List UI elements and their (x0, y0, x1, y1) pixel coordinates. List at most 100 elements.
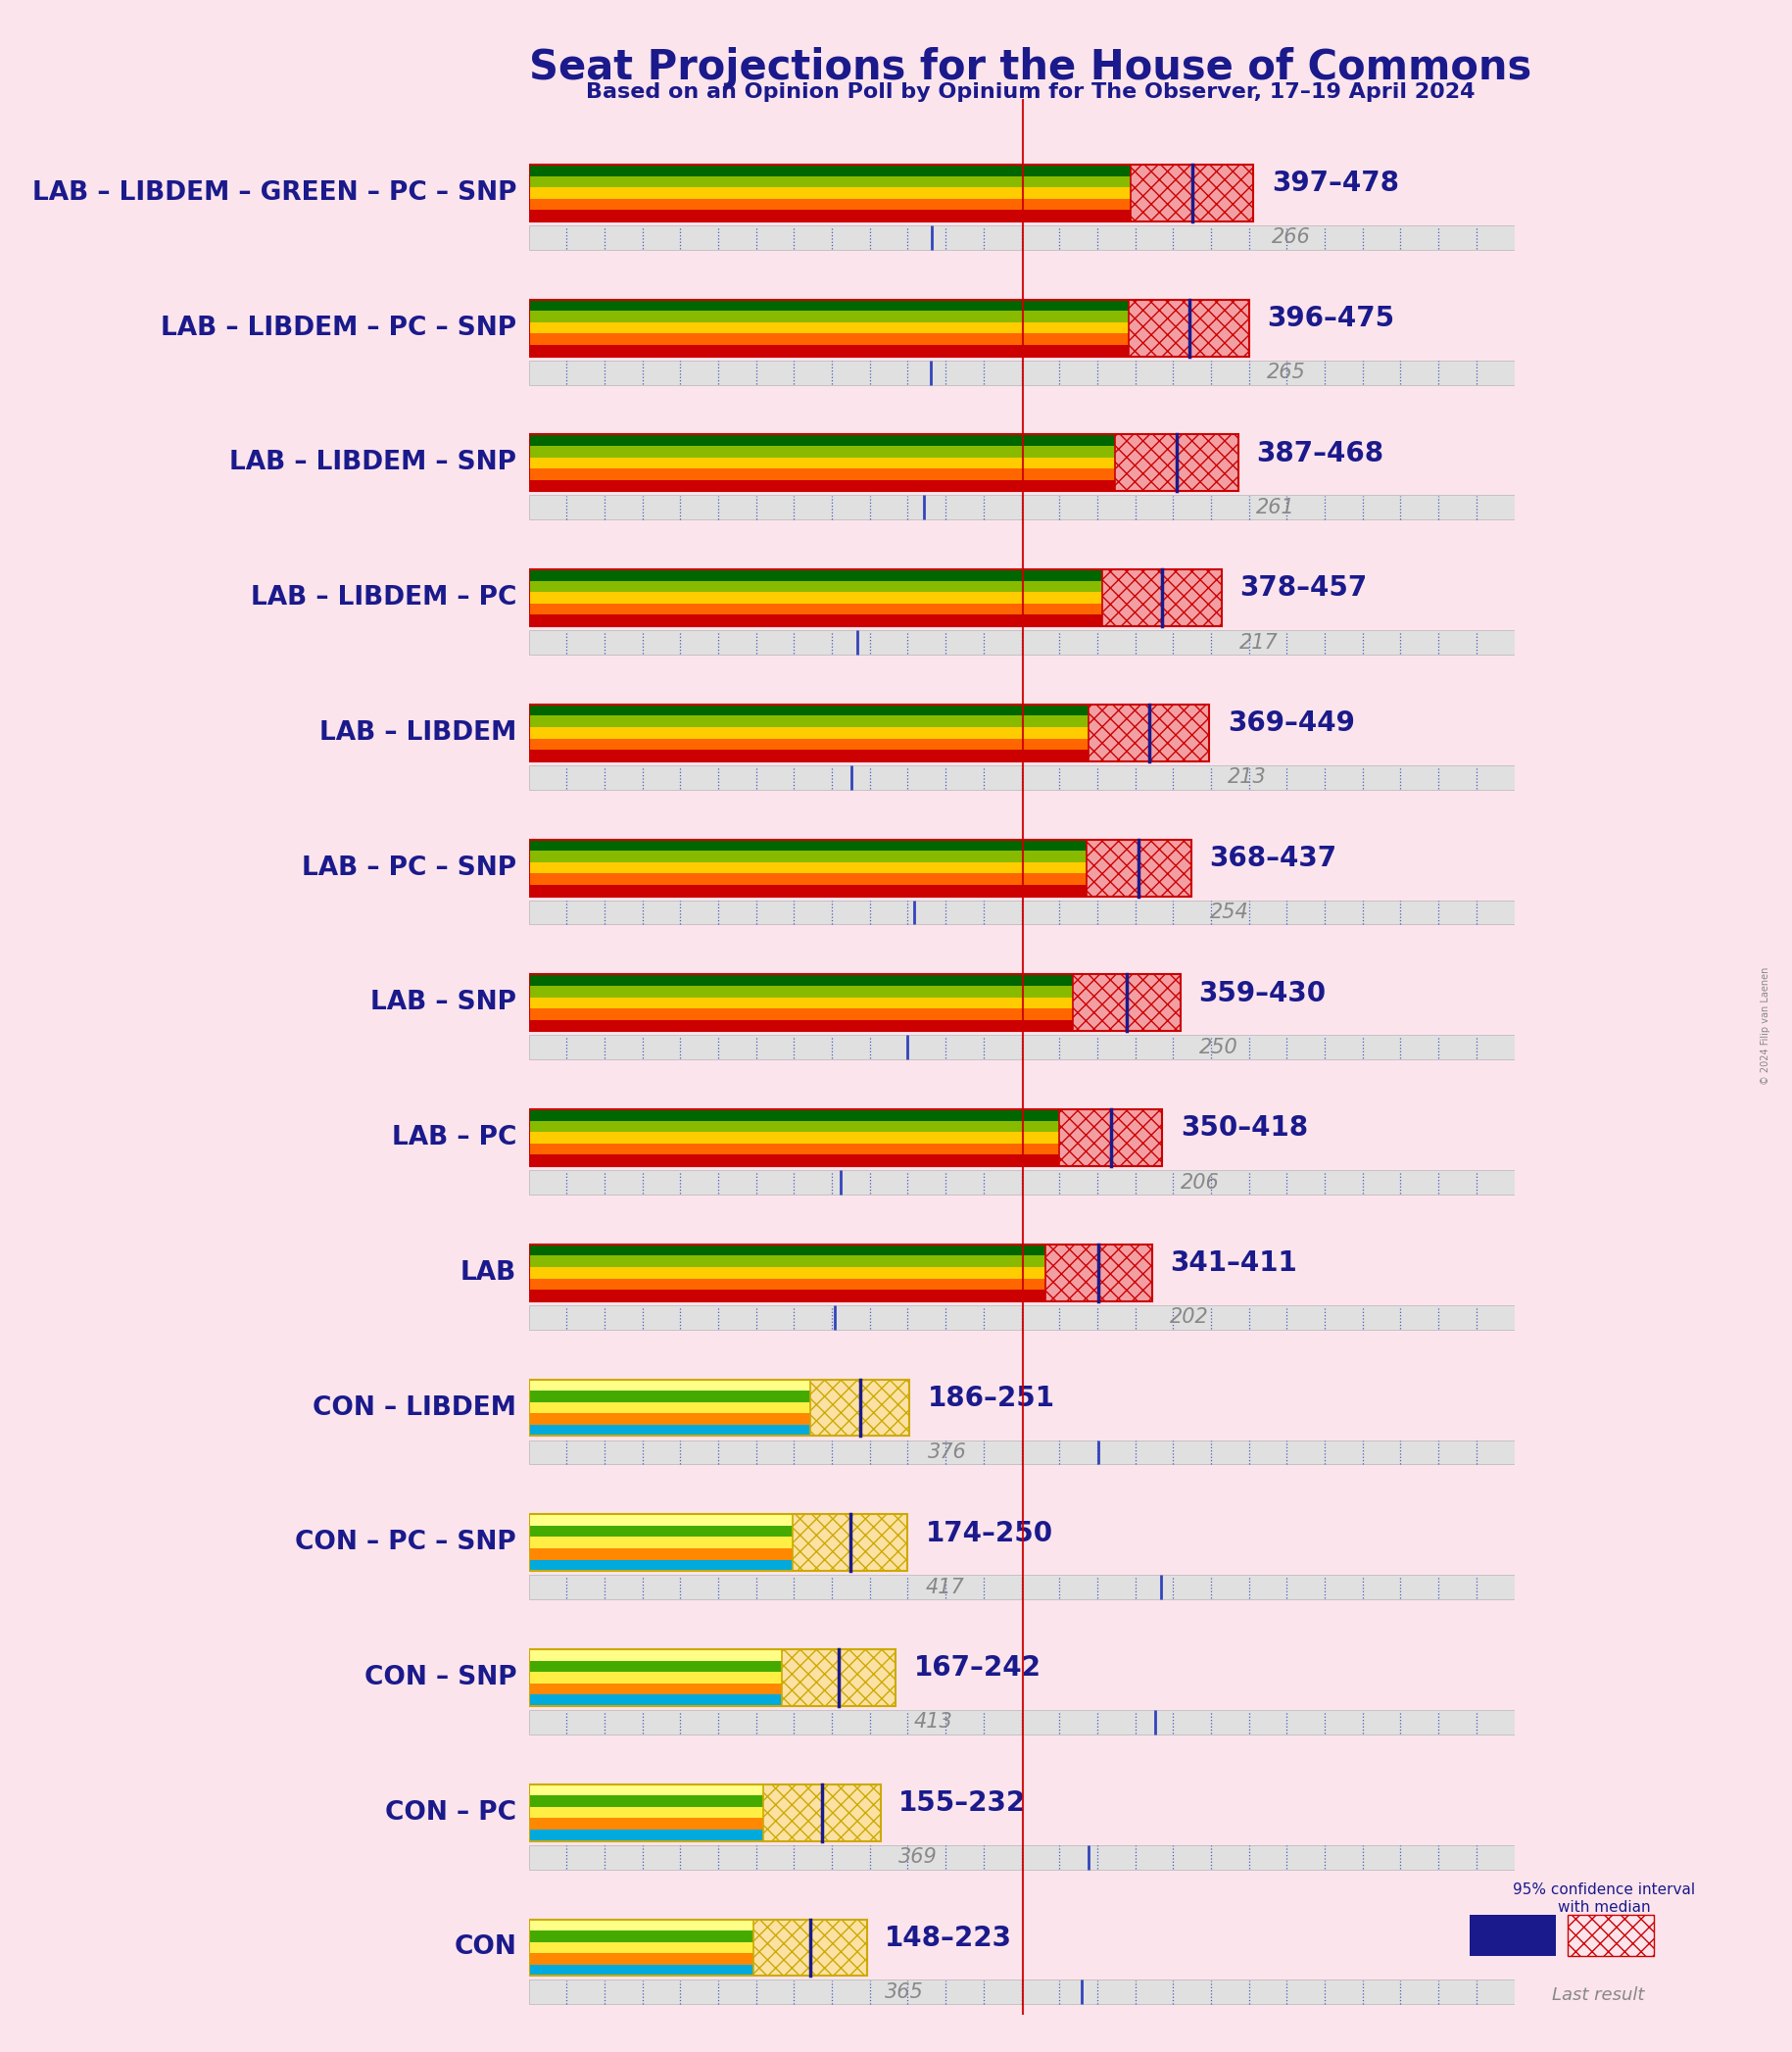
Bar (529, 1785, 880, 1841)
Text: LAB – SNP: LAB – SNP (371, 989, 516, 1016)
Text: 148–223: 148–223 (885, 1925, 1012, 1951)
Bar (529, 1379, 909, 1436)
Bar (1129, 300, 1249, 357)
Bar (529, 704, 1088, 716)
Bar (529, 1818, 763, 1830)
Bar (529, 312, 1129, 322)
Text: 254: 254 (1210, 903, 1249, 921)
Bar (529, 468, 1115, 480)
Text: 95% confidence interval
with median: 95% confidence interval with median (1512, 1884, 1695, 1915)
Bar (753, 1919, 867, 1976)
Bar (529, 1683, 781, 1695)
Text: 365: 365 (885, 1982, 925, 2003)
Bar (529, 435, 1115, 445)
Bar (529, 1672, 781, 1683)
Bar (1131, 164, 1253, 222)
Bar (529, 765, 1514, 790)
Bar (529, 1266, 1047, 1278)
Bar (1115, 435, 1238, 490)
Bar (529, 187, 1131, 199)
Text: 217: 217 (1240, 632, 1279, 653)
Text: CON – PC: CON – PC (385, 1800, 516, 1826)
Bar (1073, 975, 1181, 1032)
Bar (529, 1650, 896, 1705)
Text: 261: 261 (1256, 499, 1296, 517)
Bar (529, 300, 1129, 312)
Bar (529, 1034, 1514, 1059)
Bar (529, 480, 1115, 490)
Bar (529, 1560, 792, 1572)
Bar (1047, 1244, 1152, 1301)
Bar (529, 726, 1088, 739)
Text: 417: 417 (926, 1578, 964, 1596)
Bar (753, 1919, 867, 1976)
Bar (529, 1514, 792, 1527)
Bar (763, 1785, 880, 1841)
Bar (529, 1402, 810, 1414)
Text: 202: 202 (1170, 1307, 1210, 1328)
Bar (529, 345, 1129, 357)
Bar (529, 209, 1131, 222)
Bar (529, 1576, 1514, 1599)
Bar (529, 458, 1115, 468)
Bar (1129, 300, 1249, 357)
Text: 369: 369 (898, 1847, 937, 1867)
Bar (529, 1709, 1514, 1734)
Bar (529, 997, 1073, 1008)
Bar (529, 1919, 867, 1976)
Bar (529, 1008, 1073, 1020)
Bar (529, 1256, 1047, 1266)
Text: 155–232: 155–232 (898, 1789, 1027, 1816)
Text: 174–250: 174–250 (926, 1518, 1054, 1547)
Bar (529, 1120, 1059, 1133)
Bar (529, 226, 1514, 250)
Bar (529, 1441, 1514, 1465)
Bar (810, 1379, 909, 1436)
Bar (529, 603, 1102, 616)
Bar (529, 1391, 810, 1402)
Bar (529, 1244, 1152, 1301)
Text: 376: 376 (928, 1443, 966, 1461)
Bar (529, 1660, 781, 1672)
Bar (529, 176, 1131, 187)
Text: CON – SNP: CON – SNP (364, 1664, 516, 1691)
Text: 250: 250 (1199, 1038, 1238, 1057)
Bar (529, 1110, 1163, 1166)
Bar (529, 1278, 1047, 1291)
Bar (529, 164, 1131, 176)
Bar (529, 1980, 1514, 2005)
Bar (529, 704, 1210, 761)
Bar (529, 1845, 1514, 1869)
Bar (529, 1954, 753, 1964)
Bar (1102, 570, 1222, 626)
Bar (529, 884, 1086, 897)
Bar (529, 1110, 1059, 1120)
Bar (529, 1291, 1047, 1301)
Text: LAB – LIBDEM – PC – SNP: LAB – LIBDEM – PC – SNP (161, 316, 516, 341)
Bar (529, 1650, 781, 1660)
Text: 167–242: 167–242 (914, 1654, 1041, 1683)
Bar (529, 716, 1088, 726)
Text: LAB – LIBDEM: LAB – LIBDEM (319, 720, 516, 745)
Text: 186–251: 186–251 (928, 1385, 1055, 1412)
Text: LAB – PC: LAB – PC (392, 1124, 516, 1151)
Bar (792, 1514, 909, 1572)
Bar (1073, 975, 1181, 1032)
Bar (529, 164, 1253, 222)
Bar (529, 1549, 792, 1560)
Text: 359–430: 359–430 (1199, 979, 1326, 1008)
Bar (529, 1808, 763, 1818)
Bar (529, 1941, 753, 1954)
Bar (763, 1785, 880, 1841)
Text: © 2024 Filip van Laenen: © 2024 Filip van Laenen (1760, 966, 1770, 1086)
Text: 369–449: 369–449 (1228, 710, 1355, 737)
Bar (1088, 704, 1210, 761)
Text: 213: 213 (1228, 767, 1267, 788)
Text: Based on an Opinion Poll by Opinium for The Observer, 17–19 April 2024: Based on an Opinion Poll by Opinium for … (586, 82, 1475, 103)
Text: 397–478: 397–478 (1272, 170, 1400, 197)
Text: LAB – LIBDEM – GREEN – PC – SNP: LAB – LIBDEM – GREEN – PC – SNP (32, 181, 516, 205)
Bar (1047, 1244, 1152, 1301)
Bar (529, 975, 1073, 985)
Bar (1059, 1110, 1163, 1166)
Bar (529, 300, 1249, 357)
